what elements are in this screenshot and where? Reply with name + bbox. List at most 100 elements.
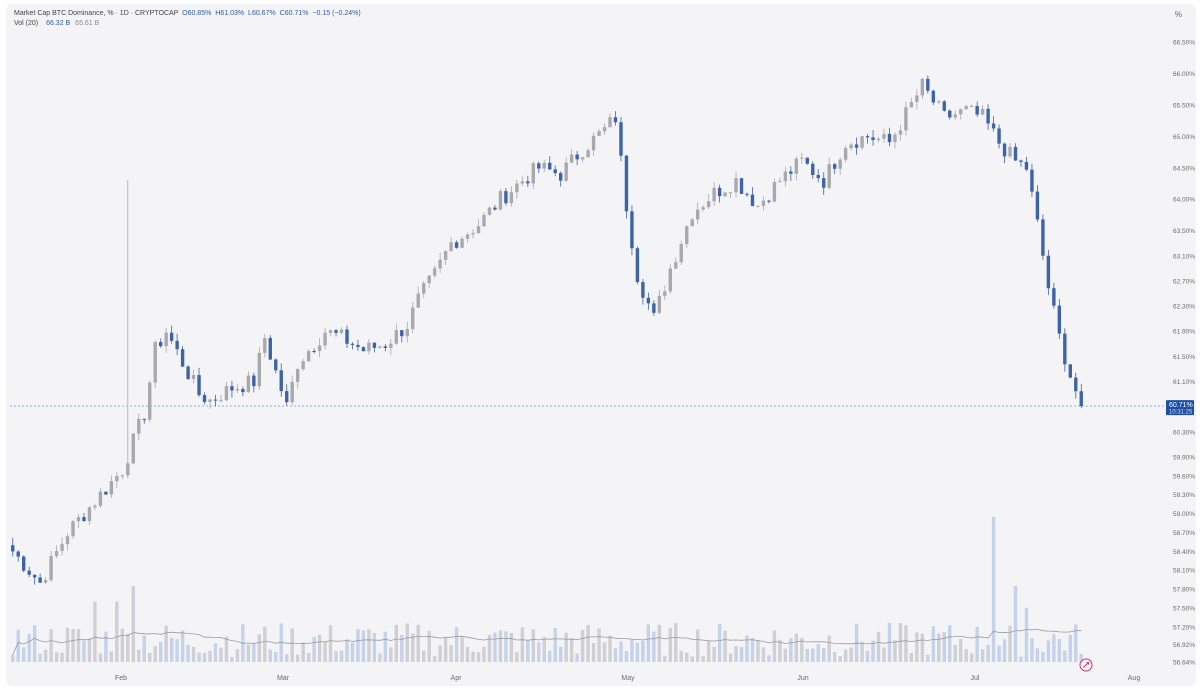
candle-down bbox=[268, 338, 272, 360]
volume-bar bbox=[43, 649, 48, 662]
volume-bar bbox=[498, 630, 503, 662]
candle-up bbox=[257, 352, 262, 387]
y-tick-label: 59.60% bbox=[1173, 473, 1195, 480]
candle-down bbox=[493, 207, 497, 210]
x-tick-label-apr: Apr bbox=[451, 675, 463, 682]
volume-bar bbox=[153, 646, 157, 662]
candle-down bbox=[1052, 288, 1056, 306]
candle-up bbox=[153, 342, 157, 383]
candle-down bbox=[1068, 364, 1072, 378]
candle-up bbox=[498, 191, 503, 210]
volume-bar bbox=[285, 654, 289, 662]
candle-down bbox=[854, 144, 859, 148]
percent-icon[interactable]: % bbox=[1174, 10, 1182, 19]
volume-bar bbox=[180, 630, 185, 662]
candle-up bbox=[290, 382, 294, 403]
candle-up bbox=[663, 291, 667, 296]
candle-down bbox=[252, 375, 256, 387]
volume-bar bbox=[849, 647, 853, 662]
candle-down bbox=[745, 193, 749, 195]
volume-bar bbox=[148, 652, 152, 662]
candle-down bbox=[334, 330, 338, 333]
candle-down bbox=[82, 517, 86, 522]
y-tick-label: 63.50% bbox=[1173, 228, 1195, 235]
volume-bar bbox=[827, 635, 831, 662]
volume-bar bbox=[657, 624, 662, 662]
y-tick-label: 56.92% bbox=[1173, 642, 1195, 649]
volume-bar bbox=[1019, 656, 1023, 662]
x-tick-label-may: May bbox=[621, 675, 635, 682]
volume-bar bbox=[515, 652, 519, 662]
volume-bar bbox=[591, 643, 596, 662]
volume-bar bbox=[356, 629, 360, 662]
candle-down bbox=[559, 173, 563, 181]
volume-bar bbox=[1052, 634, 1056, 662]
candle-up bbox=[520, 181, 525, 184]
volume-bar bbox=[624, 651, 629, 662]
volume-bar bbox=[49, 629, 53, 662]
candle-up bbox=[915, 95, 919, 103]
candle-down bbox=[789, 171, 793, 174]
candle-up bbox=[394, 330, 399, 344]
volume-bar bbox=[175, 639, 179, 662]
volume-bar bbox=[1035, 648, 1040, 662]
volume-bar bbox=[608, 635, 612, 662]
candle-down bbox=[1002, 143, 1007, 157]
candle-up bbox=[685, 226, 689, 244]
candle-up bbox=[772, 182, 777, 202]
volume-bar bbox=[980, 649, 985, 662]
volume-bar bbox=[745, 635, 749, 662]
volume-bar bbox=[1079, 653, 1083, 662]
candle-up bbox=[427, 275, 431, 284]
rocket-icon[interactable] bbox=[1079, 658, 1093, 672]
volume-bar bbox=[345, 639, 349, 662]
candle-up bbox=[980, 108, 985, 115]
candle-up bbox=[800, 157, 804, 159]
candle-up bbox=[569, 154, 574, 163]
volume-bar bbox=[575, 653, 579, 662]
volume-bar bbox=[986, 644, 990, 662]
candle-up bbox=[235, 388, 240, 391]
candle-down bbox=[213, 399, 218, 401]
candle-up bbox=[65, 536, 70, 545]
candle-down bbox=[27, 570, 31, 575]
volume-bar bbox=[60, 652, 64, 662]
volume-bar bbox=[1046, 640, 1051, 662]
candle-up bbox=[674, 262, 678, 269]
volume-bar bbox=[389, 647, 393, 662]
volume-bar bbox=[542, 637, 546, 662]
candle-up bbox=[405, 329, 409, 337]
volume-bar bbox=[904, 625, 908, 662]
candle-up bbox=[263, 338, 267, 353]
volume-bar bbox=[191, 646, 196, 662]
candle-up bbox=[893, 134, 897, 143]
candle-up bbox=[306, 350, 311, 362]
volume-bar bbox=[339, 650, 344, 662]
y-tick-label: 59.00% bbox=[1173, 511, 1195, 518]
volume-bar bbox=[1030, 638, 1034, 662]
candle-down bbox=[230, 386, 234, 391]
legend-volume-line: Vol (20) 66.32 B 65.61 B bbox=[14, 20, 99, 27]
volume-bar bbox=[728, 653, 733, 662]
volume-bar bbox=[619, 641, 623, 662]
volume-bar bbox=[252, 643, 256, 662]
y-tick-label: 58.10% bbox=[1173, 568, 1195, 575]
candle-down bbox=[997, 128, 1001, 144]
volume-bar bbox=[142, 635, 146, 662]
ohlc-close: C60.71% bbox=[279, 10, 309, 17]
candle-down bbox=[372, 342, 377, 348]
candle-up bbox=[416, 293, 420, 308]
volume-bar bbox=[1013, 585, 1018, 662]
volume-bar bbox=[137, 649, 141, 662]
candle-up bbox=[734, 178, 738, 193]
candle-up bbox=[476, 226, 481, 234]
volume-bar bbox=[411, 633, 415, 662]
volume-bar bbox=[526, 639, 530, 662]
volume-bar bbox=[268, 649, 272, 662]
candle-down bbox=[1046, 255, 1051, 289]
volume-bar bbox=[778, 639, 782, 662]
candle-up bbox=[904, 107, 908, 131]
volume-bar bbox=[816, 644, 820, 662]
volume-bar bbox=[772, 630, 777, 662]
candle-up bbox=[323, 332, 327, 346]
